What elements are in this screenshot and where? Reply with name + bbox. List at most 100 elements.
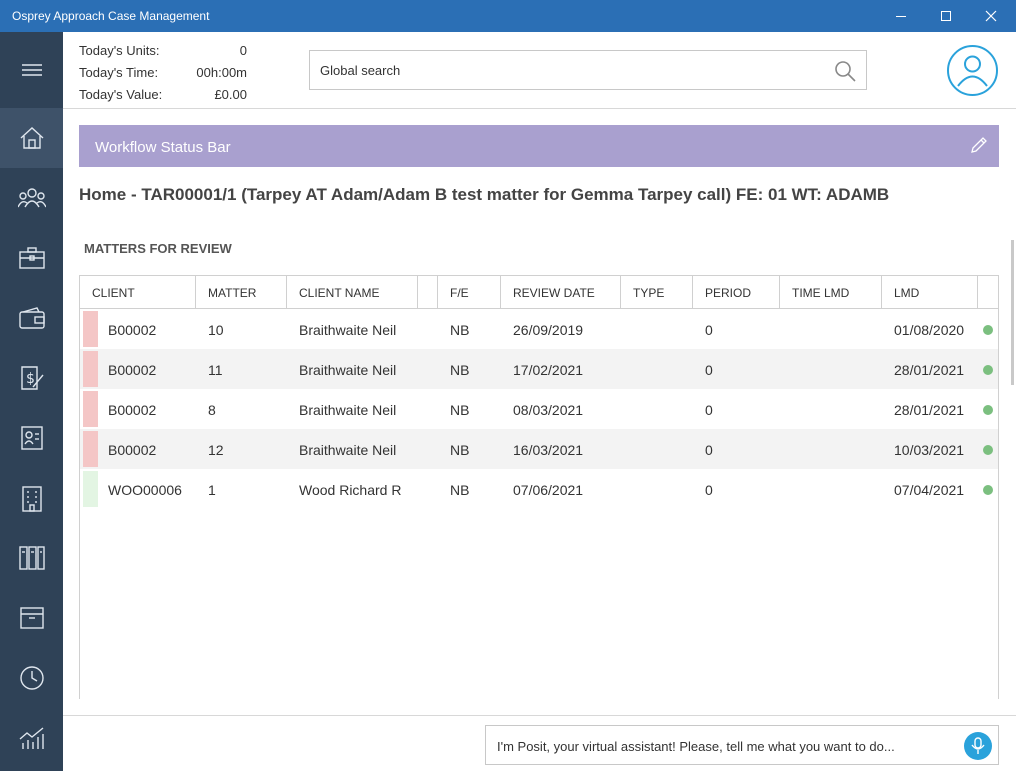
cell-client-name: Braithwaite Neil xyxy=(299,402,397,418)
cell-matter: 12 xyxy=(208,442,224,458)
hamburger-icon xyxy=(21,64,42,76)
table-row[interactable]: WOO00006 1 Wood Richard R NB 07/06/2021 … xyxy=(80,469,998,509)
sidebar-item-reports[interactable] xyxy=(0,708,63,768)
header-client-name[interactable]: CLIENT NAME xyxy=(287,276,418,309)
row-status-marker xyxy=(83,391,98,427)
cell-lmd: 01/08/2020 xyxy=(894,322,965,338)
header-type[interactable]: TYPE xyxy=(621,276,693,309)
cell-period: 0 xyxy=(705,322,713,338)
sidebar-item-companies[interactable] xyxy=(0,468,63,528)
cell-period: 0 xyxy=(705,402,713,418)
sidebar-item-time[interactable] xyxy=(0,648,63,708)
people-icon xyxy=(17,188,46,208)
sidebar-item-contacts[interactable] xyxy=(0,408,63,468)
search-icon[interactable] xyxy=(834,60,856,82)
edit-icon[interactable] xyxy=(969,135,989,155)
header-client[interactable]: CLIENT xyxy=(80,276,196,309)
cell-lmd: 28/01/2021 xyxy=(894,362,965,378)
row-status-marker xyxy=(83,431,98,467)
cell-fe: NB xyxy=(450,482,470,498)
section-title: MATTERS FOR REVIEW xyxy=(84,241,232,256)
cell-matter: 1 xyxy=(208,482,216,498)
cell-fe: NB xyxy=(450,442,470,458)
cell-fe: NB xyxy=(450,402,470,418)
cell-client: B00002 xyxy=(108,402,157,418)
sidebar-item-home[interactable] xyxy=(0,108,63,168)
assistant-input[interactable]: I'm Posit, your virtual assistant! Pleas… xyxy=(485,725,999,765)
cell-period: 0 xyxy=(705,362,713,378)
sidebar: $ xyxy=(0,32,63,771)
cell-review-date: 08/03/2021 xyxy=(513,402,584,418)
header-matter[interactable]: MATTER xyxy=(196,276,287,309)
cell-lmd: 10/03/2021 xyxy=(894,442,965,458)
header-bar: Today's Units: 0 Today's Time: 00h:00m T… xyxy=(63,32,1016,109)
voice-button[interactable] xyxy=(964,732,992,760)
cell-review-date: 17/02/2021 xyxy=(513,362,584,378)
table-row[interactable]: B00002 10 Braithwaite Neil NB 26/09/2019… xyxy=(80,309,998,349)
sidebar-item-matters[interactable] xyxy=(0,228,63,288)
units-value: 0 xyxy=(239,43,247,58)
cell-client-name: Wood Richard R xyxy=(299,482,402,498)
row-status-marker xyxy=(83,351,98,387)
header-time-lmd[interactable]: TIME LMD xyxy=(780,276,882,309)
status-dot xyxy=(983,325,993,335)
units-label: Today's Units: xyxy=(79,43,160,58)
table-row[interactable]: B00002 8 Braithwaite Neil NB 08/03/2021 … xyxy=(80,389,998,429)
cell-lmd: 28/01/2021 xyxy=(894,402,965,418)
cell-fe: NB xyxy=(450,322,470,338)
cell-client: B00002 xyxy=(108,322,157,338)
header-lmd[interactable]: LMD xyxy=(882,276,978,309)
close-icon xyxy=(985,10,997,22)
time-label: Today's Time: xyxy=(79,65,159,80)
status-dot xyxy=(983,405,993,415)
workflow-label: Workflow Status Bar xyxy=(95,139,231,156)
files-icon xyxy=(18,546,45,570)
cell-client: WOO00006 xyxy=(108,482,182,498)
user-avatar[interactable] xyxy=(947,45,998,96)
close-button[interactable] xyxy=(968,0,1014,32)
cell-review-date: 26/09/2019 xyxy=(513,322,584,338)
window-title: Osprey Approach Case Management xyxy=(12,9,210,23)
minimize-button[interactable] xyxy=(878,0,924,32)
archive-icon xyxy=(19,607,44,629)
cell-review-date: 16/03/2021 xyxy=(513,442,584,458)
header-spacer xyxy=(418,276,438,309)
workflow-status-bar[interactable]: Workflow Status Bar xyxy=(79,125,999,167)
sidebar-item-billing[interactable]: $ xyxy=(0,348,63,408)
cell-client-name: Braithwaite Neil xyxy=(299,322,397,338)
clock-icon xyxy=(19,666,44,690)
cell-client-name: Braithwaite Neil xyxy=(299,442,397,458)
header-fe[interactable]: F/E xyxy=(438,276,501,309)
sidebar-item-archive[interactable] xyxy=(0,588,63,648)
table-header: CLIENT MATTER CLIENT NAME F/E REVIEW DAT… xyxy=(80,276,998,309)
breadcrumb: Home - TAR00001/1 (Tarpey AT Adam/Adam B… xyxy=(79,185,890,204)
maximize-button[interactable] xyxy=(923,0,969,32)
search-placeholder: Global search xyxy=(320,63,401,78)
menu-button[interactable] xyxy=(0,40,63,100)
cell-matter: 11 xyxy=(208,362,223,378)
briefcase-icon xyxy=(18,247,45,269)
sidebar-item-accounts[interactable] xyxy=(0,288,63,348)
page-scrollbar[interactable] xyxy=(1011,240,1014,385)
header-review-date[interactable]: REVIEW DATE xyxy=(501,276,621,309)
status-dot xyxy=(983,445,993,455)
cell-matter: 8 xyxy=(208,402,216,418)
building-icon xyxy=(21,486,42,512)
table-row[interactable]: B00002 12 Braithwaite Neil NB 16/03/2021… xyxy=(80,429,998,469)
header-period[interactable]: PERIOD xyxy=(693,276,780,309)
cell-matter: 10 xyxy=(208,322,224,338)
cell-lmd: 07/04/2021 xyxy=(894,482,965,498)
sidebar-item-people[interactable] xyxy=(0,168,63,228)
table-row[interactable]: B00002 11 Braithwaite Neil NB 17/02/2021… xyxy=(80,349,998,389)
row-status-marker xyxy=(83,311,98,347)
sidebar-item-files[interactable] xyxy=(0,528,63,588)
cell-period: 0 xyxy=(705,482,713,498)
value-label: Today's Value: xyxy=(79,87,163,102)
maximize-icon xyxy=(941,11,951,21)
cell-client: B00002 xyxy=(108,442,157,458)
cell-client-name: Braithwaite Neil xyxy=(299,362,397,378)
title-bar: Osprey Approach Case Management xyxy=(0,0,1016,32)
global-search-input[interactable]: Global search xyxy=(309,50,867,90)
value-value: £0.00 xyxy=(214,87,247,102)
minimize-icon xyxy=(896,16,906,17)
